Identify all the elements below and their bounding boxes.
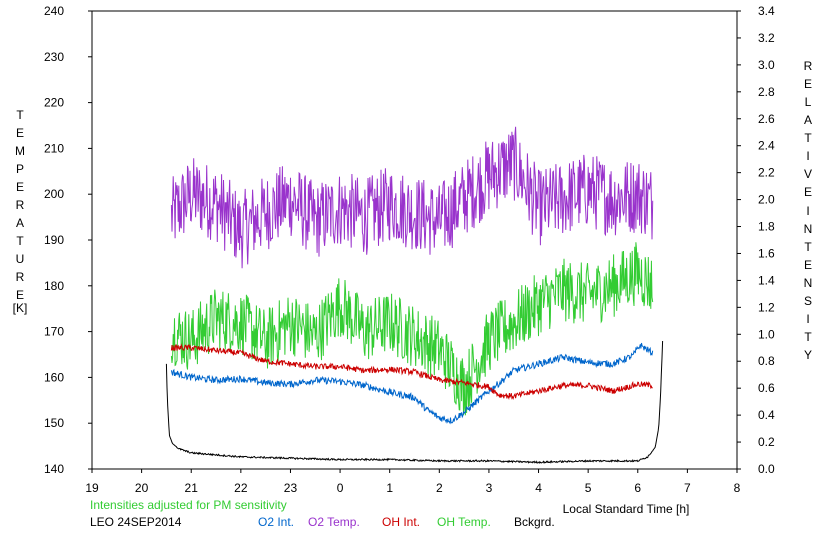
right-label-char: N [804, 222, 813, 236]
left-axis-ticks: 140 150 160 170 180 190 200 210 220 230 240 [44, 4, 92, 476]
x-tick-label: 20 [135, 481, 149, 495]
left-label-char: T [16, 108, 24, 122]
left-tick-label: 180 [44, 279, 64, 293]
right-label-char: A [804, 113, 812, 127]
left-label-char: P [16, 162, 24, 176]
right-label-char: V [804, 167, 812, 181]
right-tick-label: 2.8 [758, 85, 775, 99]
legend-entry: OH Temp. [437, 515, 491, 529]
left-label-char: T [16, 234, 24, 248]
legend-entry: OH Int. [382, 515, 420, 529]
right-label-char: I [806, 204, 809, 218]
right-tick-label: 0.2 [758, 435, 775, 449]
x-tick-label: 6 [634, 481, 641, 495]
right-label-char: E [804, 258, 812, 272]
left-label-char: U [16, 252, 25, 266]
left-tick-label: 200 [44, 187, 64, 201]
left-tick-label: 220 [44, 96, 64, 110]
legend: O2 Int. O2 Temp. OH Int. OH Temp. Bckgrd. [258, 515, 555, 529]
series-line [170, 343, 653, 401]
left-tick-label: 160 [44, 370, 64, 384]
x-tick-label: 2 [436, 481, 443, 495]
series-layer [165, 126, 664, 464]
series-line [170, 242, 654, 416]
right-tick-label: 0.8 [758, 354, 775, 368]
x-tick-label: 22 [234, 481, 248, 495]
right-label-char: E [804, 185, 812, 199]
right-tick-label: 0.4 [758, 408, 775, 422]
right-tick-label: 2.4 [758, 139, 775, 153]
right-tick-label: 1.0 [758, 327, 775, 341]
left-tick-label: 150 [44, 416, 64, 430]
legend-entry: O2 Temp. [308, 515, 360, 529]
station-date: LEO 24SEP2014 [90, 515, 182, 529]
right-tick-label: 2.2 [758, 166, 775, 180]
left-label-char: E [16, 288, 24, 302]
right-label-char: Y [804, 348, 812, 362]
right-tick-label: 3.0 [758, 58, 775, 72]
x-tick-label: 7 [684, 481, 691, 495]
right-tick-label: 3.2 [758, 31, 775, 45]
left-tick-label: 240 [44, 4, 64, 18]
right-axis-ticks: 0.0 0.2 0.4 0.6 0.8 1.0 1.2 1.4 1.6 1.8 2.0 2.2 2.4 2… [737, 4, 775, 476]
left-label-char: A [16, 216, 24, 230]
right-tick-label: 2.6 [758, 112, 775, 126]
x-tick-label: 5 [585, 481, 592, 495]
plot-frame [91, 10, 738, 470]
left-tick-label: 170 [44, 325, 64, 339]
right-tick-label: 1.4 [758, 273, 775, 287]
right-tick-label: 3.4 [758, 4, 775, 18]
left-unit-label: [K] [13, 301, 28, 315]
x-tick-label: 0 [337, 481, 344, 495]
right-label-char: S [804, 294, 812, 308]
legend-entry: Bckgrd. [514, 515, 555, 529]
right-label-char: R [804, 59, 813, 73]
left-label-char: R [16, 198, 25, 212]
left-label-char: R [16, 270, 25, 284]
right-label-char: T [804, 131, 812, 145]
x-axis-label: Local Standard Time [h] [563, 502, 690, 516]
series-line [170, 342, 654, 425]
x-tick-label: 8 [734, 481, 741, 495]
left-tick-label: 230 [44, 50, 64, 64]
legend-entry: O2 Int. [258, 515, 294, 529]
right-tick-label: 1.2 [758, 300, 775, 314]
x-tick-label: 19 [85, 481, 99, 495]
right-label-char: T [804, 240, 812, 254]
right-tick-label: 0.6 [758, 381, 775, 395]
right-label-char: I [806, 149, 809, 163]
x-tick-label: 3 [486, 481, 493, 495]
right-label-char: N [804, 276, 813, 290]
right-label-char: E [804, 77, 812, 91]
left-label-char: E [16, 180, 24, 194]
series-line [170, 126, 654, 269]
left-label-char: E [16, 126, 24, 140]
left-tick-label: 140 [44, 462, 64, 476]
right-tick-label: 1.8 [758, 220, 775, 234]
x-tick-label: 23 [284, 481, 298, 495]
right-tick-label: 1.6 [758, 246, 775, 260]
left-label-char: M [15, 144, 25, 158]
right-label-char: L [805, 95, 812, 109]
right-tick-label: 2.0 [758, 193, 775, 207]
series-line [165, 340, 664, 464]
x-axis-ticks: 19 20 21 22 23 0 1 2 3 4 5 6 7 8 [85, 469, 741, 495]
x-tick-label: 4 [535, 481, 542, 495]
right-label-char: I [806, 312, 809, 326]
sensitivity-note: Intensities adjusted for PM sensitivity [90, 498, 287, 512]
left-tick-label: 210 [44, 141, 64, 155]
x-tick-label: 21 [185, 481, 199, 495]
left-tick-label: 190 [44, 233, 64, 247]
x-tick-label: 1 [386, 481, 393, 495]
right-tick-label: 0.0 [758, 462, 775, 476]
right-label-char: T [804, 330, 812, 344]
